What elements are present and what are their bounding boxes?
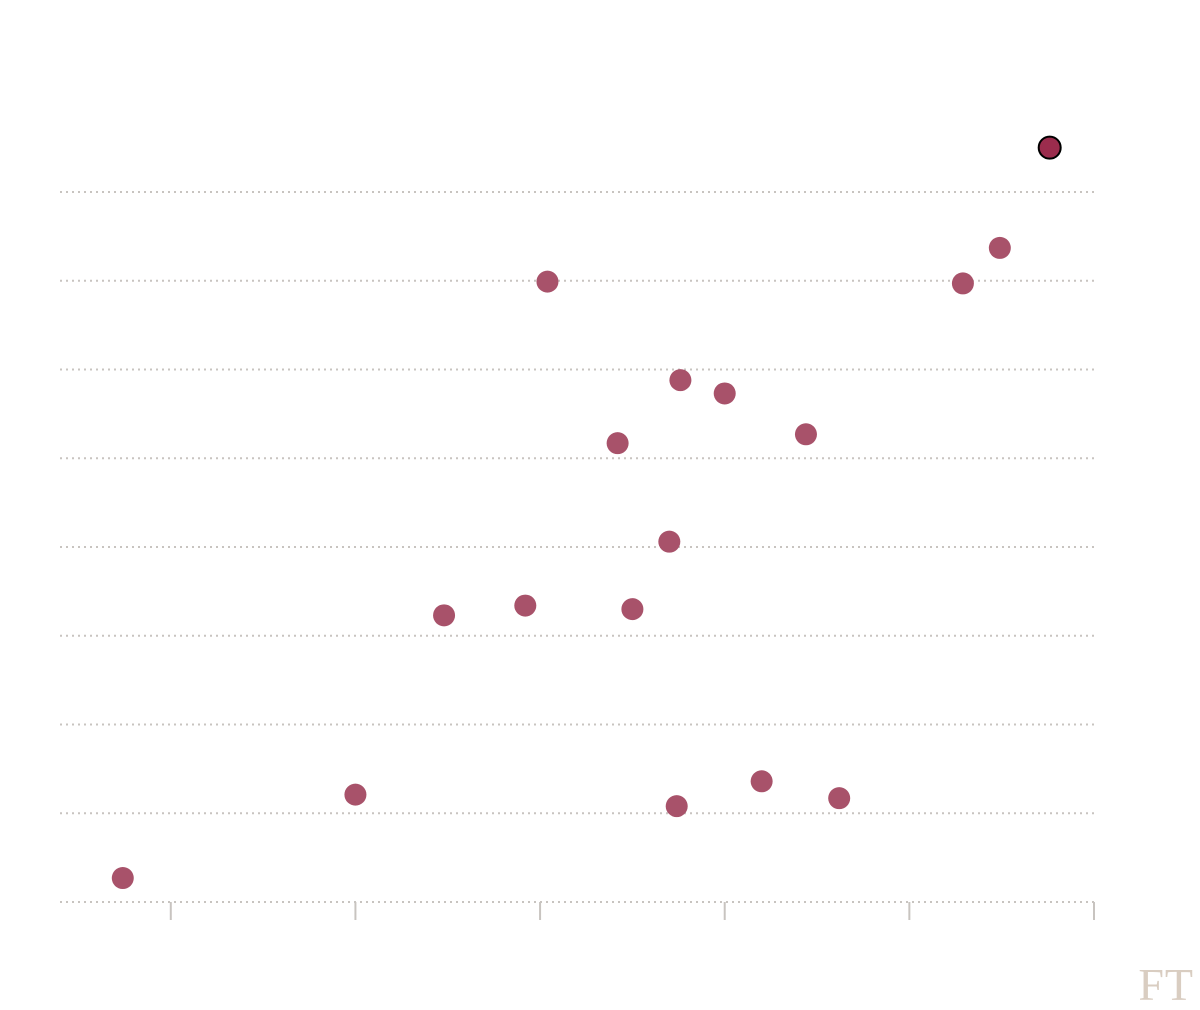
data-point-7 <box>658 530 681 553</box>
data-point-15 <box>988 236 1011 259</box>
data-point-10 <box>713 382 736 405</box>
gridlines <box>60 191 1094 903</box>
ft-logo: FT <box>1138 959 1194 1010</box>
data-point-3 <box>514 594 537 617</box>
data-point-4 <box>536 270 559 293</box>
data-point-6 <box>621 598 644 621</box>
data-point-1 <box>344 783 367 806</box>
data-point-0 <box>111 867 134 890</box>
x-axis-ticks <box>169 902 1095 920</box>
data-point-12 <box>794 423 817 446</box>
data-point-9 <box>665 795 688 818</box>
data-point-8 <box>669 369 692 392</box>
highlighted-data-point <box>1037 135 1062 160</box>
data-point-5 <box>606 432 629 455</box>
data-point-13 <box>828 787 851 810</box>
data-point-14 <box>951 272 974 295</box>
data-point-2 <box>433 604 456 627</box>
data-point-11 <box>750 770 773 793</box>
data-points <box>111 135 1062 890</box>
